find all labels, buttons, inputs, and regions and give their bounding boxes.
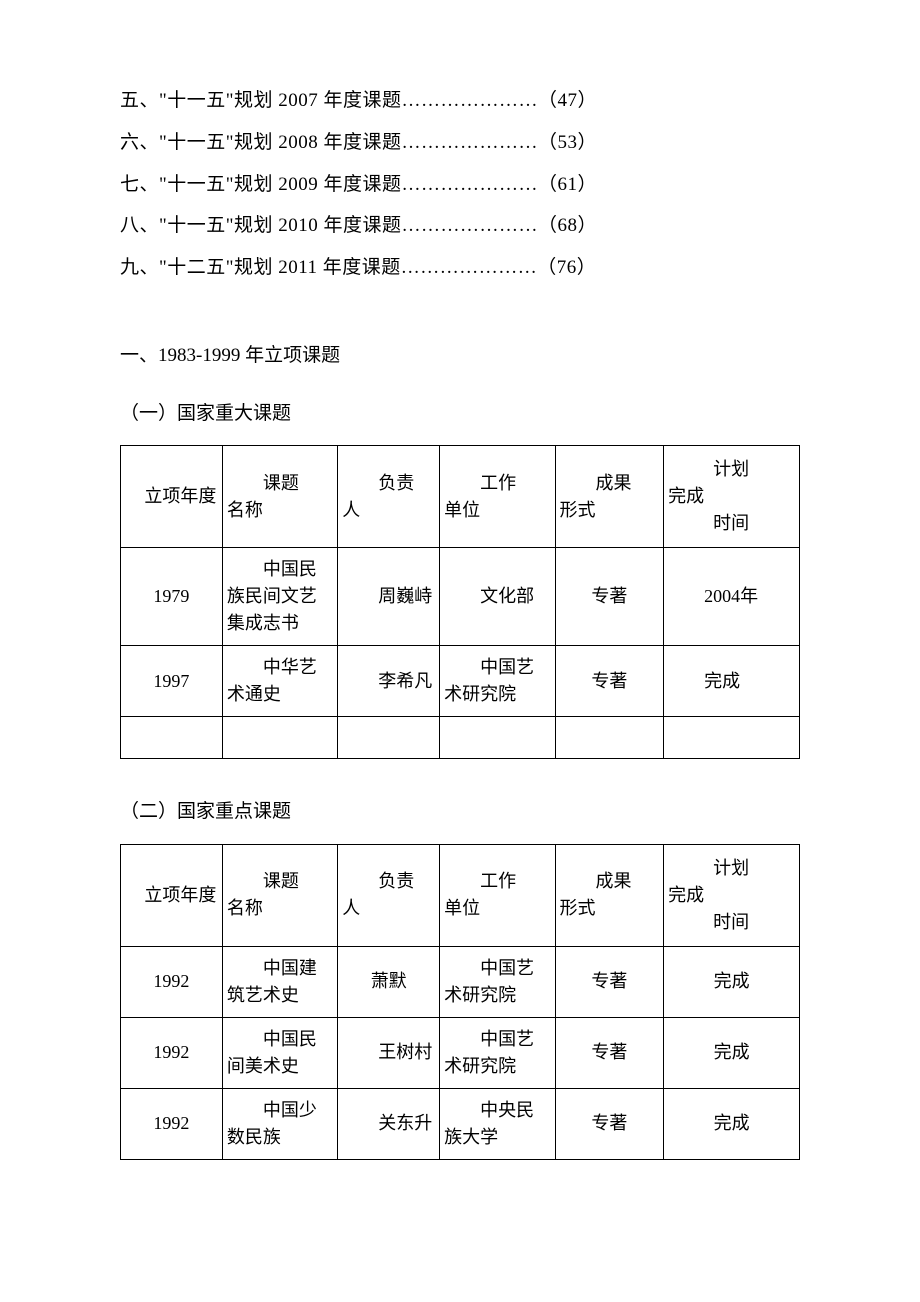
- header-form: 成果 形式: [555, 844, 664, 946]
- table-row: 1979 中国民族民间文艺集成志书 周巍峙 文化部 专著 2004年: [121, 548, 800, 646]
- cell-time: 完成: [664, 1017, 800, 1088]
- header-time: 计划 完成 时间: [664, 446, 800, 548]
- cell-year: 1992: [121, 946, 223, 1017]
- cell-person: 萧默: [338, 946, 440, 1017]
- cell-name: 中国少数民族: [222, 1088, 337, 1159]
- header-year: 立项年度: [121, 844, 223, 946]
- cell-person: 关东升: [338, 1088, 440, 1159]
- header-person: 负责 人: [338, 446, 440, 548]
- cell-person: 李希凡: [338, 646, 440, 717]
- cell-year: 1997: [121, 646, 223, 717]
- cell-unit: 中国艺术研究院: [440, 946, 555, 1017]
- cell-time: 完成: [664, 946, 800, 1017]
- header-form: 成果 形式: [555, 446, 664, 548]
- cell-name: 中华艺术通史: [222, 646, 337, 717]
- table-key-topics: 立项年度 课题 名称 负责 人 工作 单位 成果 形式 计划 完成 时间 199…: [120, 844, 800, 1160]
- cell-unit: 中国艺术研究院: [440, 1017, 555, 1088]
- cell-form: 专著: [555, 1088, 664, 1159]
- cell-name: 中国民族民间文艺集成志书: [222, 548, 337, 646]
- cell-person: 王树村: [338, 1017, 440, 1088]
- cell-person: 周巍峙: [338, 548, 440, 646]
- cell-unit: 文化部: [440, 548, 555, 646]
- toc-line-7: 七、"十一五"规划 2009 年度课题…………………（61）: [120, 164, 800, 206]
- cell-unit: 中国艺术研究院: [440, 646, 555, 717]
- table-header-row: 立项年度 课题 名称 负责 人 工作 单位 成果 形式 计划 完成 时间: [121, 446, 800, 548]
- header-name: 课题 名称: [222, 446, 337, 548]
- cell-name: 中国民间美术史: [222, 1017, 337, 1088]
- toc-line-6: 六、"十一五"规划 2008 年度课题…………………（53）: [120, 122, 800, 164]
- cell-year: 1992: [121, 1017, 223, 1088]
- toc-line-5: 五、"十一五"规划 2007 年度课题…………………（47）: [120, 80, 800, 122]
- cell-form: 专著: [555, 646, 664, 717]
- cell-form: 专著: [555, 946, 664, 1017]
- table-row: 1997 中华艺术通史 李希凡 中国艺术研究院 专著 完成: [121, 646, 800, 717]
- toc-line-8: 八、"十一五"规划 2010 年度课题…………………（68）: [120, 205, 800, 247]
- subsection-title-2: （二）国家重点课题: [120, 795, 800, 829]
- header-person: 负责 人: [338, 844, 440, 946]
- cell-form: 专著: [555, 548, 664, 646]
- header-year: 立项年度: [121, 446, 223, 548]
- cell-name: 中国建筑艺术史: [222, 946, 337, 1017]
- cell-year: 1992: [121, 1088, 223, 1159]
- toc-line-9: 九、"十二五"规划 2011 年度课题…………………（76）: [120, 247, 800, 289]
- cell-time: 完成: [664, 1088, 800, 1159]
- table-header-row: 立项年度 课题 名称 负责 人 工作 单位 成果 形式 计划 完成 时间: [121, 844, 800, 946]
- table-row: 1992 中国建筑艺术史 萧默 中国艺术研究院 专著 完成: [121, 946, 800, 1017]
- table-row: 1992 中国少数民族 关东升 中央民族大学 专著 完成: [121, 1088, 800, 1159]
- cell-time: 2004年: [664, 548, 800, 646]
- table-major-topics: 立项年度 课题 名称 负责 人 工作 单位 成果 形式 计划 完成 时间 197…: [120, 445, 800, 759]
- cell-unit: 中央民族大学: [440, 1088, 555, 1159]
- table-empty-row: [121, 717, 800, 759]
- cell-time: 完成: [664, 646, 800, 717]
- table-row: 1992 中国民间美术史 王树村 中国艺术研究院 专著 完成: [121, 1017, 800, 1088]
- section-title: 一、1983-1999 年立项课题: [120, 339, 800, 373]
- cell-form: 专著: [555, 1017, 664, 1088]
- subsection-title-1: （一）国家重大课题: [120, 397, 800, 431]
- header-name: 课题 名称: [222, 844, 337, 946]
- cell-year: 1979: [121, 548, 223, 646]
- header-unit: 工作 单位: [440, 446, 555, 548]
- header-unit: 工作 单位: [440, 844, 555, 946]
- header-time: 计划 完成 时间: [664, 844, 800, 946]
